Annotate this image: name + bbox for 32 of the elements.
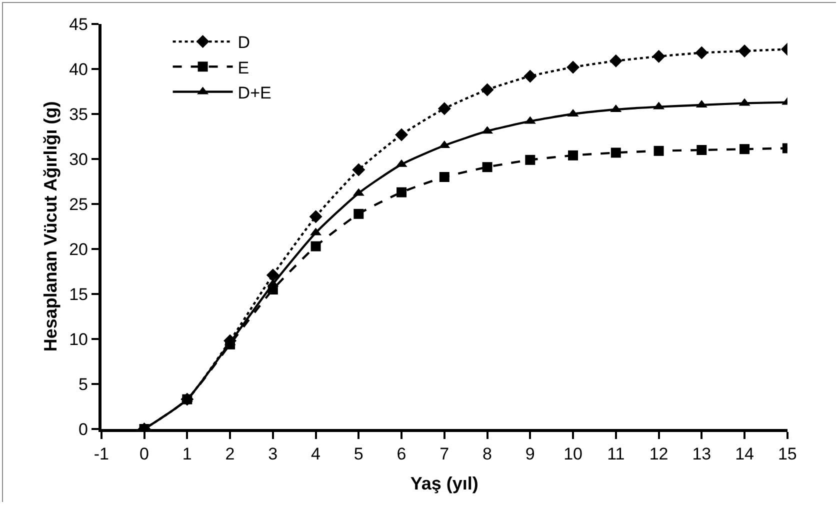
y-tick-label: 20 <box>69 240 88 259</box>
y-tick-label: 25 <box>69 194 88 214</box>
y-tick-label: 5 <box>78 374 88 394</box>
y-tick-label: 35 <box>69 104 88 124</box>
x-tick-label: 12 <box>649 444 668 464</box>
y-tick-label: 30 <box>69 150 88 169</box>
x-tick-label: 0 <box>140 444 150 464</box>
x-tick-label: 13 <box>692 444 712 464</box>
legend-label: D <box>238 33 250 52</box>
x-tick-label: 3 <box>268 444 278 464</box>
x-tick-label: 4 <box>311 444 321 464</box>
y-tick-label: 0 <box>78 420 88 439</box>
x-tick-label: 9 <box>525 444 535 464</box>
x-tick-label: 10 <box>564 444 582 464</box>
x-tick-label: 2 <box>225 444 235 464</box>
x-tick-label: 6 <box>396 444 406 464</box>
x-tick-label: 7 <box>440 444 450 464</box>
x-tick-label: 8 <box>482 444 492 464</box>
y-tick-label: 40 <box>69 60 88 79</box>
x-tick-label: 1 <box>182 444 192 464</box>
y-tick-label: 45 <box>69 14 88 34</box>
x-axis-title: Yaş (yıl) <box>410 474 478 494</box>
x-tick-label: -1 <box>94 444 109 464</box>
x-tick-label: 11 <box>607 444 625 464</box>
x-tick-label: 14 <box>735 444 754 464</box>
y-tick-label: 10 <box>69 330 88 349</box>
legend-label: D+E <box>238 83 272 102</box>
x-tick-label: 15 <box>778 444 797 464</box>
y-tick-label: 15 <box>69 284 88 304</box>
x-tick-label: 5 <box>354 444 364 464</box>
legend-label: E <box>238 58 250 78</box>
y-axis-title: Hesaplanan Vücut Ağırlığı (g) <box>40 101 60 352</box>
